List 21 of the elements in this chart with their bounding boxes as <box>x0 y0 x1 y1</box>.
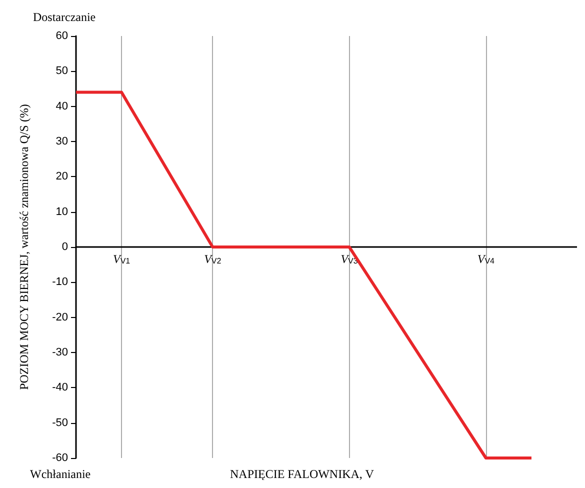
y-tick-label: -20 <box>52 311 68 324</box>
x-tick-label: VV4 <box>477 252 496 266</box>
y-tick-label: -30 <box>52 346 68 358</box>
y-tick-label: 30 <box>56 136 68 148</box>
y-tick-label: -40 <box>52 382 68 394</box>
line-series <box>74 90 533 460</box>
x-tick-label: VV2 <box>204 252 222 266</box>
text: Wchłanianie <box>30 467 91 481</box>
y-tick-label: -10 <box>52 276 68 288</box>
y-tick-label: -50 <box>52 416 68 429</box>
y-tick-label: 50 <box>56 65 68 78</box>
x-axis-title: NAPIĘCIE FALOWNIKA, V <box>230 467 374 481</box>
y-tick-label: -60 <box>52 452 68 464</box>
y-tick-label: 60 <box>56 30 68 42</box>
y-tick-label: 10 <box>56 206 68 218</box>
text: Dostarczanie <box>33 10 96 24</box>
x-tick-label: VV1 <box>112 252 131 266</box>
y-tick-label: 40 <box>56 100 68 112</box>
y-axis-title: POZIOM MOCY BIERNEJ, wartość znamionowa Q/S (%) <box>17 104 31 390</box>
y-tick-label: 0 <box>62 241 68 253</box>
y-tick-label: 20 <box>56 170 68 183</box>
